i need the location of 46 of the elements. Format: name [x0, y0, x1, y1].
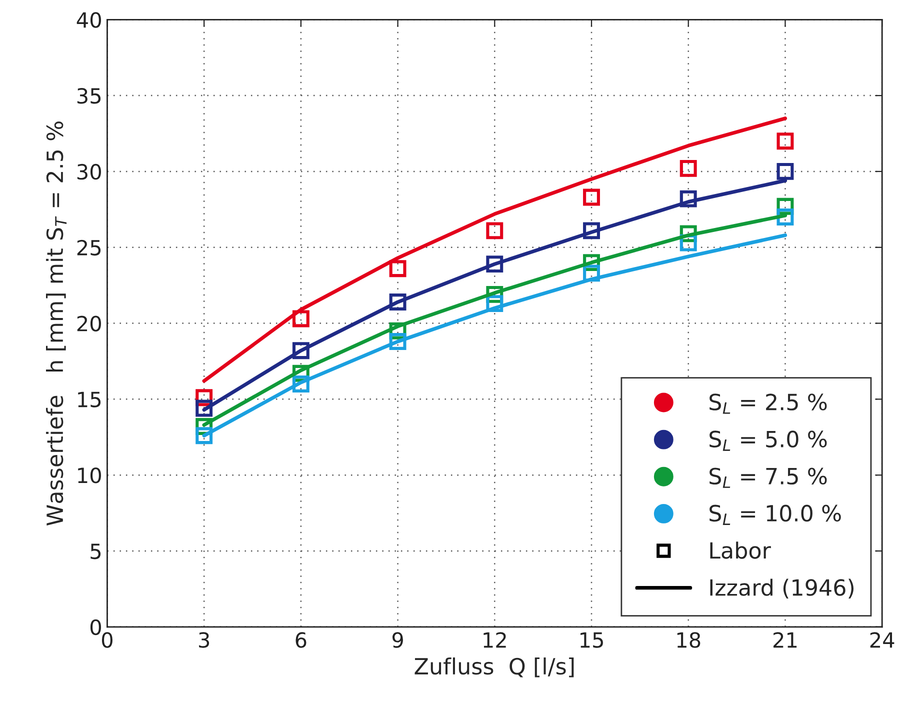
point: [196, 427, 213, 444]
x-tick-label: 0: [102, 632, 112, 648]
line-series: [202, 116, 788, 383]
x-tick-label: 9: [392, 632, 403, 648]
legend-label: Labor: [710, 542, 771, 559]
legend-label: S$_{L}$ = 7.5 %: [710, 468, 827, 488]
point: [292, 310, 310, 328]
y-tick-label: 40: [76, 12, 101, 28]
point: [776, 132, 794, 150]
y-tick-label: 30: [77, 164, 101, 180]
point: [292, 342, 310, 360]
legend-label: S$_{L}$ = 2.5 %: [710, 394, 827, 414]
y-tick-label: 0: [90, 619, 101, 636]
point: [583, 222, 600, 240]
point: [292, 376, 310, 392]
legend-label: S$_{L}$ = 5.0 %: [710, 430, 827, 451]
point: [389, 260, 406, 278]
x-axis-title: Zufluss Q [l/s]: [414, 657, 574, 678]
y-tick-label: 15: [78, 392, 101, 408]
point: [389, 294, 406, 310]
point: [776, 162, 794, 180]
y-tick-label: 20: [77, 316, 101, 332]
point: [486, 222, 504, 240]
y-axis-title: Wassertiefe h [mm] mit S$_{T}$ = 2.5 %: [46, 122, 67, 526]
point: [583, 264, 600, 282]
y-tick-label: 5: [90, 544, 101, 560]
point: [196, 400, 213, 417]
x-tick-label: 12: [484, 632, 506, 648]
legend-label: S$_{L}$ = 10.0 %: [710, 504, 841, 525]
point: [680, 160, 697, 177]
x-tick-label: 15: [580, 632, 603, 648]
x-tick-label: 21: [773, 632, 797, 648]
x-tick-label: 18: [677, 632, 700, 648]
x-tick-label: 6: [296, 632, 306, 648]
point: [680, 190, 697, 208]
y-tick-label: 25: [77, 240, 101, 256]
point: [776, 208, 794, 226]
point: [583, 188, 600, 206]
x-tick-label: 24: [870, 632, 894, 648]
point: [486, 256, 504, 273]
y-tick-label: 35: [77, 88, 101, 104]
x-tick-label: 3: [199, 632, 210, 648]
point: [486, 295, 504, 312]
y-tick-label: 10: [78, 468, 101, 484]
point: [389, 333, 406, 350]
legend-label: Izzard (1946): [710, 578, 854, 599]
